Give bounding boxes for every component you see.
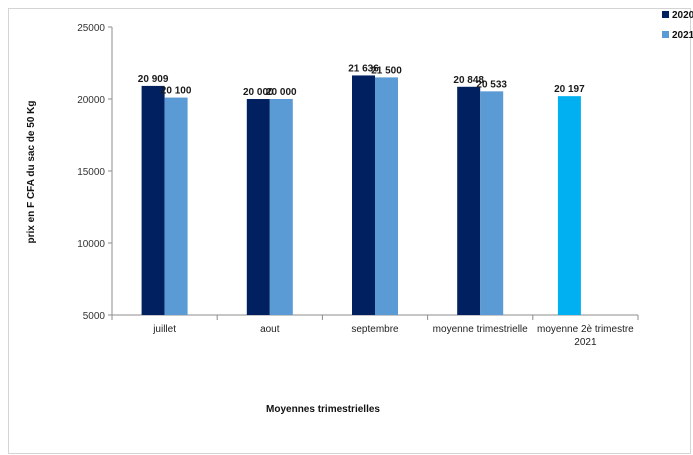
bar-2021-3 xyxy=(480,91,504,315)
data-label-2020-0: 20 909 xyxy=(138,74,169,85)
legend-label-2020: 2020 xyxy=(672,10,693,21)
y-tick-label: 10000 xyxy=(77,239,105,250)
legend-swatch-2021 xyxy=(662,31,669,38)
legend-label-2021: 2021 xyxy=(672,30,693,41)
bar-2020-2 xyxy=(352,75,375,316)
bar-extra xyxy=(557,96,581,315)
x-tick-label: moyenne trimestrielle xyxy=(433,324,528,335)
x-tick-label: aout xyxy=(260,324,280,335)
x-axis-title: Moyennes trimestrielles xyxy=(266,404,380,415)
data-label-extra: 20 197 xyxy=(554,84,585,95)
bar-2020-1 xyxy=(246,99,270,315)
bar-2021-1 xyxy=(269,99,293,315)
legend: 2020 2021 xyxy=(662,10,693,41)
y-tick-label: 25000 xyxy=(77,23,105,34)
x-tick-label: juillet xyxy=(152,324,176,335)
x-tick-label: moyenne 2è trimestre 2021 xyxy=(537,324,634,348)
data-label-2021-1: 20 000 xyxy=(266,87,297,98)
chart-frame xyxy=(8,8,691,454)
data-label-2021-3: 20 533 xyxy=(476,79,507,90)
data-label-2020-1: 20 000 xyxy=(243,87,274,98)
data-label-2021-2: 21 500 xyxy=(371,65,402,76)
data-label-2020-3: 20 848 xyxy=(453,75,484,86)
bar-2020-3 xyxy=(457,86,481,315)
bar-2021-0 xyxy=(164,97,188,315)
y-tick-label: 15000 xyxy=(77,167,105,178)
x-tick-label: septembre xyxy=(351,324,399,335)
y-tick-label: 20000 xyxy=(77,95,105,106)
y-tick-label: 5000 xyxy=(83,311,106,322)
legend-swatch-2020 xyxy=(662,11,669,18)
bar-2020-0 xyxy=(141,85,165,315)
bar-2021-2 xyxy=(375,77,398,316)
data-label-2020-2: 21 636 xyxy=(348,63,379,74)
y-axis-title: prix en F CFA du sac de 50 Kg xyxy=(26,101,37,244)
data-label-2021-0: 20 100 xyxy=(161,86,192,97)
